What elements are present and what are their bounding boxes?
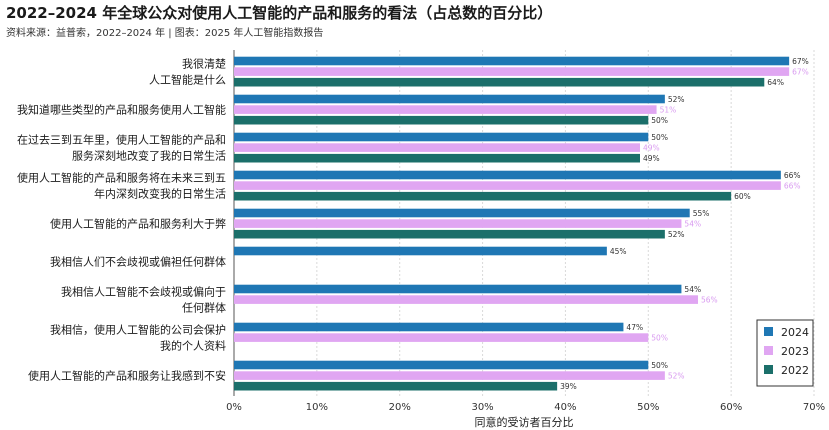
chart-source: 资料来源：益普索，2022–2024 年 | 图表：2025 年人工智能指数报告 — [6, 28, 324, 39]
bar-2024-4 — [234, 208, 690, 218]
bar-label-2024-2: 50% — [651, 133, 668, 142]
bar-label-2023-7: 50% — [651, 333, 668, 342]
x-tick-label-6: 60% — [720, 402, 742, 413]
bar-2022-4 — [234, 229, 665, 239]
bar-2024-2 — [234, 132, 649, 142]
bar-2024-0 — [234, 56, 790, 66]
bar-2024-7 — [234, 322, 624, 332]
category-label-7-0: 我相信，使用人工智能的公司会保护 — [50, 323, 226, 337]
legend-swatch-2024 — [764, 327, 773, 336]
bar-2022-3 — [234, 191, 732, 201]
x-tick-label-4: 40% — [554, 402, 576, 413]
x-tick-label-3: 30% — [471, 402, 493, 413]
bar-2022-2 — [234, 153, 640, 163]
bar-label-2023-4: 54% — [684, 219, 701, 228]
bar-label-2022-4: 52% — [668, 230, 685, 239]
bar-label-2023-3: 66% — [784, 181, 801, 190]
bar-2023-1 — [234, 105, 657, 114]
bar-label-2023-8: 52% — [668, 371, 685, 380]
category-label-2-0: 在过去三到五年里，使用人工智能的产品和 — [17, 133, 226, 147]
category-label-6-0: 我相信人工智能不会歧视或偏向于 — [61, 285, 226, 299]
bar-2023-6 — [234, 295, 698, 304]
category-label-4-0: 使用人工智能的产品和服务利大于弊 — [50, 217, 226, 231]
bar-2023-3 — [234, 181, 781, 190]
x-tick-label-0: 0% — [226, 402, 242, 413]
bar-label-2022-1: 50% — [651, 116, 668, 125]
bar-label-2024-1: 52% — [668, 95, 685, 104]
bar-2023-4 — [234, 219, 682, 228]
category-label-3-0: 使用人工智能的产品和服务将在未来三到五 — [17, 171, 226, 185]
bar-2022-1 — [234, 115, 649, 125]
bar-2024-3 — [234, 170, 781, 180]
category-label-7-1: 我的个人资料 — [160, 339, 226, 353]
bar-label-2023-1: 51% — [660, 105, 677, 114]
bar-label-2022-0: 64% — [767, 78, 784, 87]
category-label-3-1: 年内深刻改变我的日常生活 — [94, 187, 226, 201]
x-axis-label: 同意的受访者百分比 — [475, 415, 574, 429]
legend-swatch-2023 — [764, 346, 773, 355]
chart-title: 2022–2024 年全球公众对使用人工智能的产品和服务的看法（占总数的百分比） — [6, 4, 553, 22]
category-label-8-0: 使用人工智能的产品和服务让我感到不安 — [28, 369, 226, 383]
legend-label-2023: 2023 — [781, 345, 809, 358]
x-tick-label-5: 50% — [637, 402, 659, 413]
category-label-2-1: 服务深刻地改变了我的日常生活 — [72, 149, 226, 163]
bar-2023-0 — [234, 67, 790, 76]
bar-label-2024-7: 47% — [626, 323, 643, 332]
bar-label-2024-3: 66% — [784, 171, 801, 180]
legend-swatch-2022 — [764, 365, 773, 374]
bar-2023-7 — [234, 333, 649, 342]
category-label-0-1: 人工智能是什么 — [149, 73, 226, 87]
bar-label-2022-2: 49% — [643, 154, 660, 163]
bar-label-2024-8: 50% — [651, 361, 668, 370]
bar-label-2022-8: 39% — [560, 382, 577, 391]
bar-2022-8 — [234, 381, 558, 391]
category-label-5-0: 我相信人们不会歧视或偏袒任何群体 — [50, 255, 226, 269]
bar-2024-1 — [234, 94, 665, 104]
bar-label-2024-6: 54% — [684, 285, 701, 294]
bar-2022-0 — [234, 77, 765, 87]
bar-2024-6 — [234, 284, 682, 294]
x-tick-label-1: 10% — [306, 402, 328, 413]
bar-label-2023-0: 67% — [792, 67, 809, 76]
bar-2023-2 — [234, 143, 640, 152]
bar-label-2023-6: 56% — [701, 295, 718, 304]
bar-2023-8 — [234, 371, 665, 380]
category-label-6-1: 任何群体 — [182, 301, 226, 315]
legend-label-2024: 2024 — [781, 326, 809, 339]
bar-label-2024-0: 67% — [792, 57, 809, 66]
x-tick-label-2: 20% — [389, 402, 411, 413]
x-tick-label-7: 70% — [803, 402, 825, 413]
bar-label-2023-2: 49% — [643, 143, 660, 152]
legend-label-2022: 2022 — [781, 364, 809, 377]
bar-2024-8 — [234, 360, 649, 370]
bar-label-2022-3: 60% — [734, 192, 751, 201]
category-label-1-0: 我知道哪些类型的产品和服务使用人工智能 — [17, 103, 226, 117]
bar-label-2024-5: 45% — [610, 247, 627, 256]
category-label-0-0: 我很清楚 — [182, 57, 226, 71]
bar-label-2024-4: 55% — [693, 209, 710, 218]
bar-2024-5 — [234, 246, 607, 256]
